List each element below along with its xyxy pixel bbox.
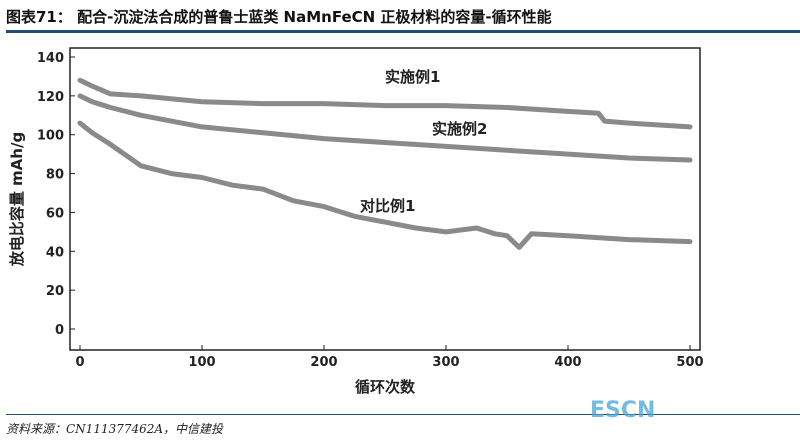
series-label: 对比例1 (360, 197, 415, 215)
series-line-2 (77, 93, 693, 163)
watermark-logo: ESCN (590, 398, 656, 423)
y-tick-label: 0 (55, 323, 64, 338)
plot-frame (69, 47, 701, 351)
source-note: 资料来源：CN111377462A，中信建投 (6, 422, 224, 436)
title-divider (6, 30, 800, 33)
series-line-1 (77, 77, 693, 130)
series-label: 实施例2 (432, 120, 487, 138)
x-tick-label: 400 (554, 355, 581, 370)
x-tick-label: 300 (432, 355, 459, 370)
y-tick-label: 140 (37, 51, 64, 66)
x-tick-label: 200 (310, 355, 337, 370)
figure-title: 图表71： 配合-沉淀法合成的普鲁士蓝类 NaMnFeCN 正极材料的容量-循环… (6, 8, 552, 26)
footer-divider (6, 414, 800, 415)
y-tick-label: 100 (37, 129, 64, 144)
x-axis-label: 循环次数 (355, 378, 416, 396)
y-tick-label: 20 (46, 284, 64, 299)
y-tick-label: 80 (46, 168, 64, 183)
y-tick-label: 60 (46, 206, 64, 221)
x-tick-label: 0 (75, 355, 84, 370)
series-label: 实施例1 (385, 68, 440, 86)
y-tick-label: 40 (46, 245, 64, 260)
x-tick-label: 100 (188, 355, 215, 370)
x-tick-label: 500 (676, 355, 703, 370)
series-line-3 (77, 120, 693, 250)
y-axis-label: 放电比容量 mAh/g (8, 132, 26, 267)
y-tick-label: 120 (37, 90, 64, 105)
